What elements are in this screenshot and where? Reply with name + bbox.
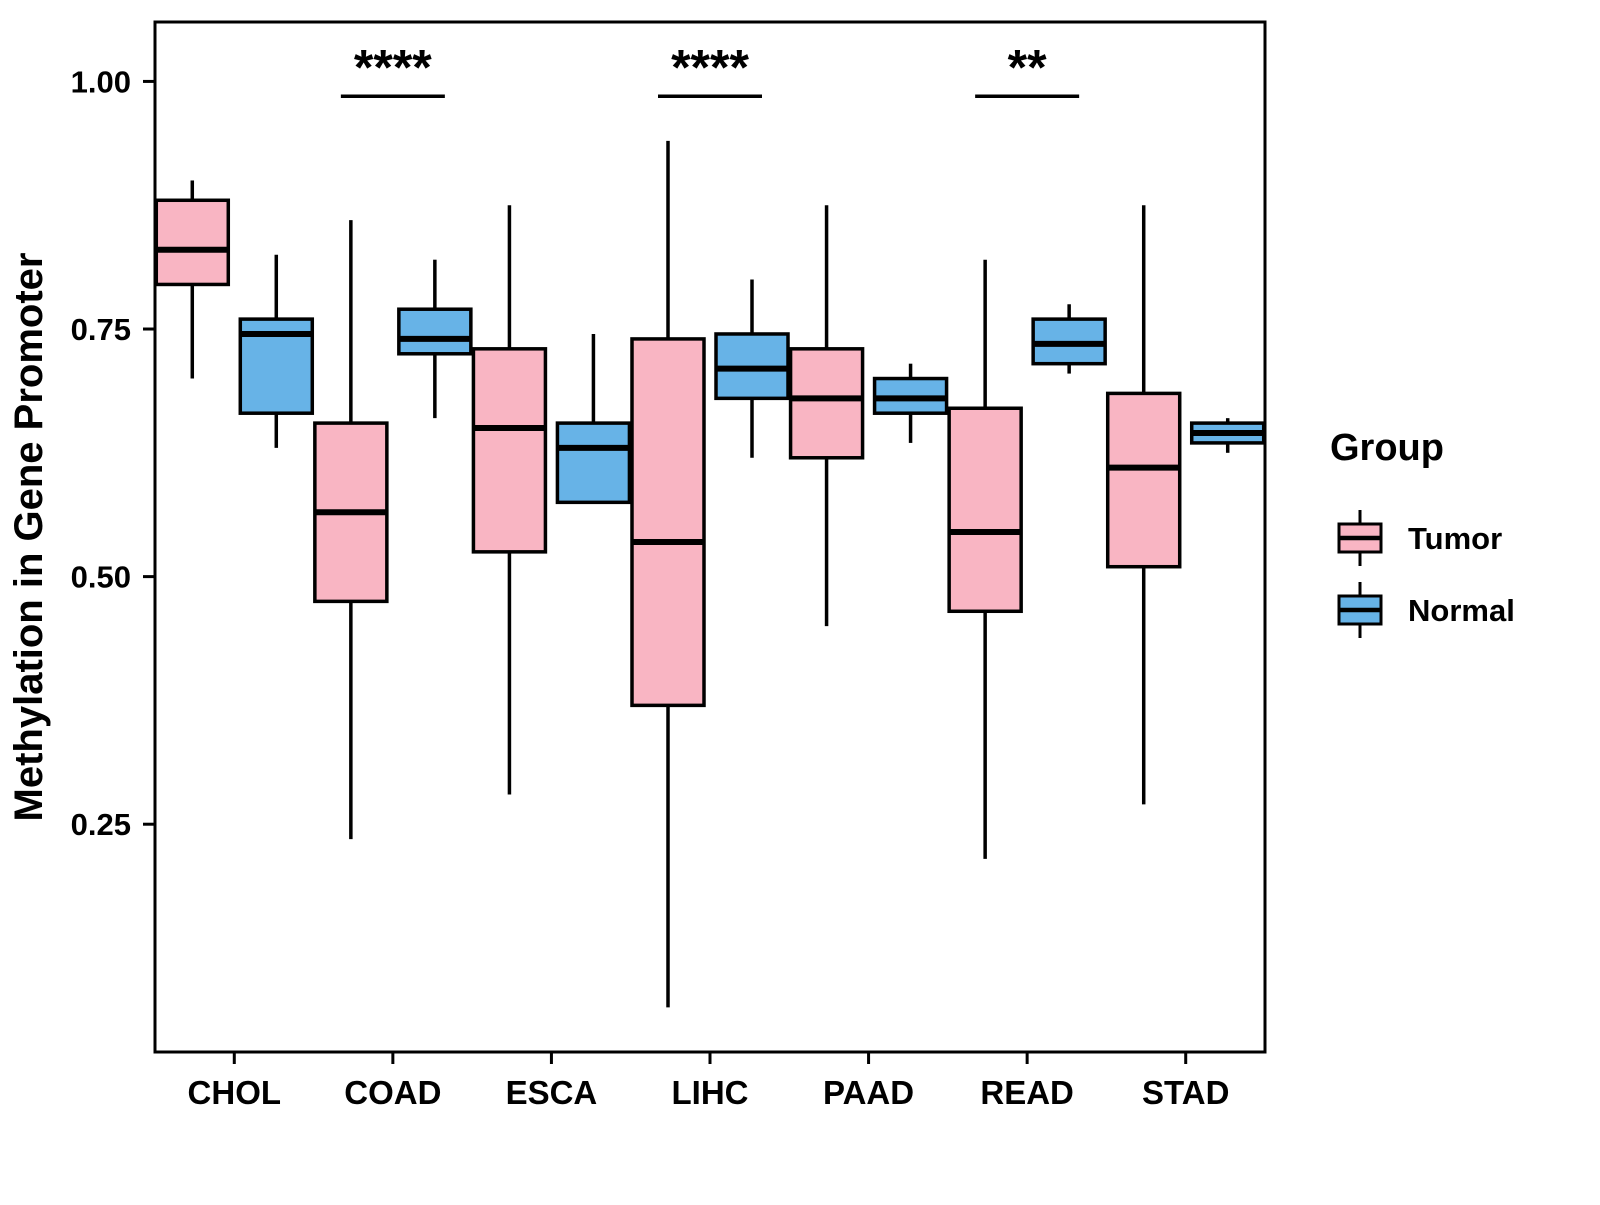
box [630,337,706,708]
significance-stars: **** [354,39,432,95]
box-coad-normal [397,259,473,419]
box [154,198,231,287]
box-read-normal [1031,304,1107,374]
box-esca-normal [555,333,632,505]
legend-label: Normal [1408,593,1515,628]
box-paad-normal [872,363,949,443]
legend-label: Tumor [1408,521,1502,556]
x-tick-label: CHOL [188,1074,282,1111]
legend-key-normal: Normal [1337,582,1515,638]
box-stad-tumor [1105,205,1182,805]
y-tick-label: 0.75 [71,312,131,347]
legend-key-tumor: Tumor [1337,510,1502,566]
box-esca-tumor [471,205,548,795]
significance-stars: **** [671,39,749,95]
box-stad-normal [1189,418,1266,453]
box [471,347,548,554]
box [947,406,1023,614]
box [1105,391,1182,569]
box [788,347,865,460]
box-chol-tumor [154,180,231,379]
x-tick-label: LIHC [672,1074,749,1111]
box-paad-tumor [788,205,865,627]
box [397,307,473,356]
y-tick-label: 1.00 [71,64,131,99]
legend-title: Group [1330,427,1444,469]
y-axis-title: Methylation in Gene Promoter [7,253,51,822]
box-lihc-normal [714,279,790,458]
y-tick-label: 0.25 [71,807,131,842]
x-tick-label: ESCA [506,1074,598,1111]
box-read-tumor [947,259,1023,859]
y-tick-label: 0.50 [71,560,131,595]
x-tick-label: READ [980,1074,1074,1111]
significance-stars: ** [1008,39,1047,95]
box-coad-tumor [313,220,389,840]
box-chol-normal [238,254,315,448]
x-tick-label: STAD [1142,1074,1229,1111]
x-tick-label: PAAD [823,1074,914,1111]
box-lihc-tumor [630,140,706,1008]
x-tick-label: COAD [344,1074,441,1111]
box [555,421,632,505]
